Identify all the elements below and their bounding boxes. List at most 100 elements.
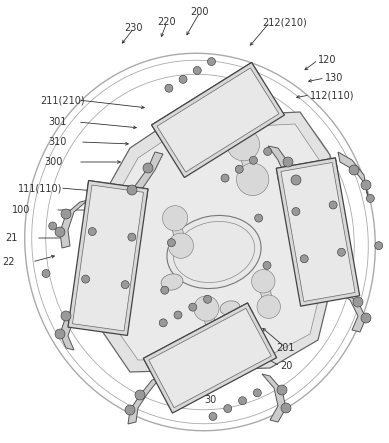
Circle shape xyxy=(221,174,229,182)
Polygon shape xyxy=(276,158,360,306)
Text: 112(110): 112(110) xyxy=(310,90,354,100)
Text: 212(210): 212(210) xyxy=(262,17,307,27)
Text: 220: 220 xyxy=(158,17,176,27)
Text: 230: 230 xyxy=(125,23,143,33)
Polygon shape xyxy=(338,152,368,198)
Ellipse shape xyxy=(237,163,269,196)
Ellipse shape xyxy=(167,215,261,288)
Ellipse shape xyxy=(161,274,183,290)
Circle shape xyxy=(135,390,145,400)
Text: 130: 130 xyxy=(325,73,343,83)
Circle shape xyxy=(55,329,65,339)
Polygon shape xyxy=(170,217,186,247)
Circle shape xyxy=(263,261,271,269)
Circle shape xyxy=(55,227,65,237)
Circle shape xyxy=(49,222,57,230)
Polygon shape xyxy=(144,303,253,369)
Circle shape xyxy=(128,233,136,241)
Polygon shape xyxy=(336,290,366,332)
Text: 20: 20 xyxy=(280,361,293,371)
Circle shape xyxy=(42,269,50,277)
Circle shape xyxy=(238,397,247,405)
Polygon shape xyxy=(72,185,144,331)
Circle shape xyxy=(361,313,371,323)
Circle shape xyxy=(61,209,71,219)
Circle shape xyxy=(167,239,175,247)
Circle shape xyxy=(82,275,89,283)
Ellipse shape xyxy=(163,206,187,231)
Polygon shape xyxy=(144,303,277,413)
Ellipse shape xyxy=(168,233,193,258)
Circle shape xyxy=(125,405,135,415)
Polygon shape xyxy=(157,68,279,172)
Circle shape xyxy=(235,165,243,173)
Circle shape xyxy=(253,389,261,397)
Text: 100: 100 xyxy=(12,205,30,215)
Text: 201: 201 xyxy=(276,343,294,353)
Circle shape xyxy=(292,207,300,216)
Circle shape xyxy=(329,201,337,209)
Polygon shape xyxy=(152,62,284,178)
Circle shape xyxy=(61,311,71,321)
Text: 300: 300 xyxy=(44,157,62,167)
Circle shape xyxy=(193,66,201,74)
Polygon shape xyxy=(281,163,355,302)
Circle shape xyxy=(121,281,129,289)
Polygon shape xyxy=(60,200,88,248)
Polygon shape xyxy=(238,143,258,181)
Polygon shape xyxy=(152,62,258,135)
Ellipse shape xyxy=(194,296,219,321)
Text: 211(210): 211(210) xyxy=(40,95,85,105)
Circle shape xyxy=(338,248,345,256)
Circle shape xyxy=(353,297,363,307)
Circle shape xyxy=(143,163,153,173)
Text: 22: 22 xyxy=(2,257,14,267)
Polygon shape xyxy=(60,302,88,350)
Text: 120: 120 xyxy=(318,55,336,65)
Circle shape xyxy=(300,255,308,263)
Circle shape xyxy=(127,185,137,195)
Circle shape xyxy=(349,165,359,175)
Polygon shape xyxy=(202,307,219,337)
Circle shape xyxy=(224,404,232,412)
Polygon shape xyxy=(268,146,300,198)
Text: 310: 310 xyxy=(48,137,67,147)
Polygon shape xyxy=(262,374,286,422)
Polygon shape xyxy=(106,124,330,360)
Circle shape xyxy=(361,180,371,190)
Polygon shape xyxy=(276,158,338,180)
Circle shape xyxy=(165,84,173,92)
Circle shape xyxy=(207,58,216,66)
Circle shape xyxy=(189,303,197,311)
Polygon shape xyxy=(87,181,148,201)
Text: 21: 21 xyxy=(5,233,18,243)
Circle shape xyxy=(179,75,187,83)
Circle shape xyxy=(255,214,263,222)
Text: 301: 301 xyxy=(48,117,67,127)
Circle shape xyxy=(159,319,167,327)
Polygon shape xyxy=(95,112,340,372)
Circle shape xyxy=(375,242,383,250)
Circle shape xyxy=(88,228,96,236)
Circle shape xyxy=(209,412,217,420)
Ellipse shape xyxy=(201,323,226,348)
Polygon shape xyxy=(258,280,273,308)
Text: 30: 30 xyxy=(204,395,216,405)
Ellipse shape xyxy=(220,301,240,315)
Circle shape xyxy=(291,175,301,185)
Circle shape xyxy=(277,385,287,395)
Circle shape xyxy=(366,194,374,202)
Polygon shape xyxy=(68,181,148,335)
Polygon shape xyxy=(128,378,160,424)
Ellipse shape xyxy=(227,128,259,161)
Ellipse shape xyxy=(257,295,280,319)
Text: 111(110): 111(110) xyxy=(18,183,62,193)
Ellipse shape xyxy=(252,270,275,293)
Circle shape xyxy=(281,403,291,413)
Circle shape xyxy=(283,157,293,167)
Text: 31: 31 xyxy=(330,183,342,193)
Text: 200: 200 xyxy=(191,7,209,17)
Circle shape xyxy=(249,156,258,164)
Circle shape xyxy=(174,311,182,319)
Polygon shape xyxy=(149,308,271,408)
